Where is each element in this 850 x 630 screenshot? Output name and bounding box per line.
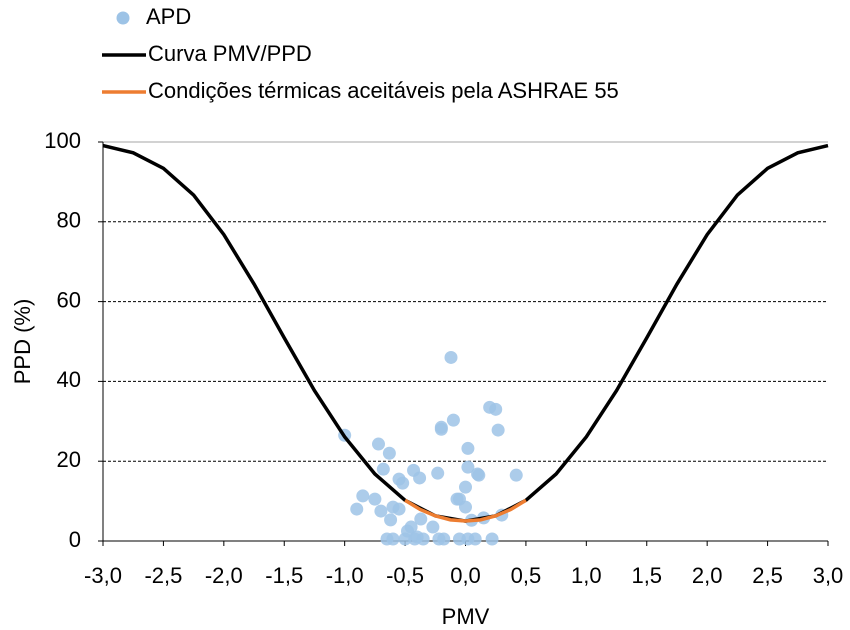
data-point xyxy=(444,350,458,364)
data-point xyxy=(396,476,410,490)
x-tick-label: -0,5 xyxy=(386,563,424,588)
y-tick-label: 100 xyxy=(44,128,81,153)
y-tick-label: 80 xyxy=(57,208,81,233)
data-point xyxy=(459,480,472,494)
data-point xyxy=(404,520,418,534)
data-point xyxy=(374,504,388,518)
x-tick-label: 1,0 xyxy=(571,563,602,588)
data-point xyxy=(392,502,406,516)
data-point xyxy=(368,492,382,506)
data-point xyxy=(459,500,472,514)
legend-label: APD xyxy=(146,4,191,29)
data-point xyxy=(372,437,385,451)
y-tick-label: 20 xyxy=(57,447,81,472)
data-point xyxy=(356,489,370,503)
data-point xyxy=(485,532,499,546)
data-point xyxy=(437,532,451,546)
x-tick-label: -2,5 xyxy=(144,563,182,588)
data-point xyxy=(376,462,390,476)
data-point xyxy=(384,513,398,527)
y-tick-label: 40 xyxy=(57,367,81,392)
data-point xyxy=(509,468,523,482)
legend-marker xyxy=(116,11,130,25)
legend-label: Curva PMV/PPD xyxy=(148,41,312,66)
y-axis-label: PPD (%) xyxy=(10,299,35,385)
x-tick-label: 0,0 xyxy=(450,563,481,588)
x-tick-label: -1,5 xyxy=(265,563,303,588)
x-tick-label: -1,0 xyxy=(326,563,364,588)
data-point xyxy=(431,466,445,480)
x-tick-label: 1,5 xyxy=(631,563,662,588)
data-point xyxy=(434,420,448,434)
x-tick-label: 2,0 xyxy=(692,563,723,588)
legend-label: Condições térmicas aceitáveis pela ASHRA… xyxy=(148,78,619,103)
data-point xyxy=(468,532,482,546)
data-point xyxy=(491,423,505,437)
x-tick-label: 2,5 xyxy=(752,563,783,588)
data-point xyxy=(413,471,427,485)
x-axis-label: PMV xyxy=(442,604,490,629)
x-tick-label: -2,0 xyxy=(205,563,243,588)
data-point xyxy=(426,520,440,534)
x-tick-label: 0,5 xyxy=(511,563,542,588)
data-point xyxy=(386,532,400,546)
data-point xyxy=(350,502,364,516)
data-point xyxy=(489,402,503,416)
y-tick-label: 0 xyxy=(69,527,81,552)
data-point xyxy=(416,532,430,546)
x-tick-label: -3,0 xyxy=(84,563,122,588)
y-tick-label: 60 xyxy=(57,287,81,312)
curve xyxy=(404,498,527,523)
data-point xyxy=(414,512,428,526)
x-tick-label: 3,0 xyxy=(813,563,844,588)
data-point xyxy=(461,460,475,474)
data-point xyxy=(382,446,396,460)
data-point xyxy=(461,441,475,455)
data-point xyxy=(472,468,486,482)
data-point xyxy=(446,413,460,427)
